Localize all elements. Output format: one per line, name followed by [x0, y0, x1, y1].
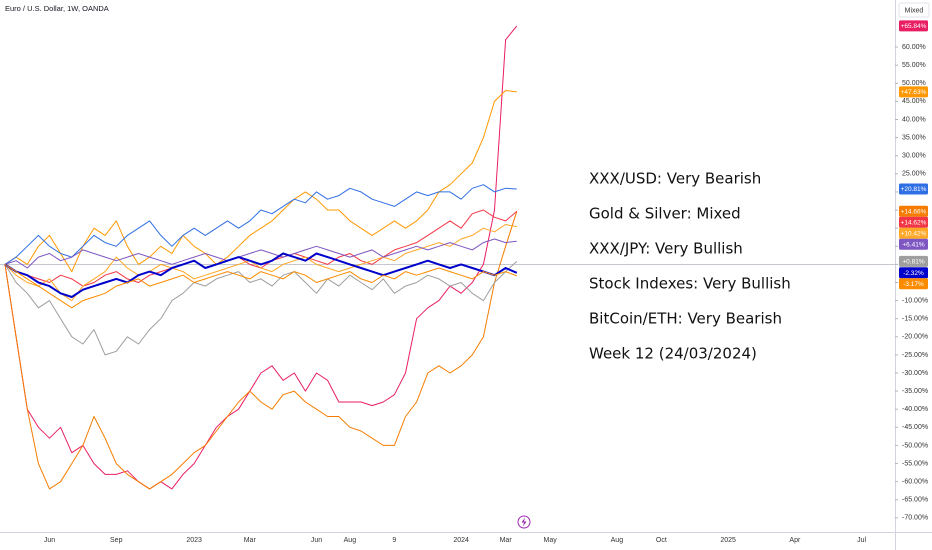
y-tick-label: 40.00% [902, 116, 926, 123]
x-tick-label: Jul [857, 537, 866, 544]
y-tick-label: -70.00% [902, 515, 928, 522]
x-tick-label: Jun [311, 537, 322, 544]
x-tick-label: 2024 [453, 537, 469, 544]
annotation: BitCoin/ETH: Very Bearish [589, 310, 782, 328]
series-line [4, 211, 518, 490]
series-line [4, 238, 517, 269]
last-value-box [899, 255, 928, 267]
last-value-box [899, 86, 928, 98]
y-tick-label: 45.00% [902, 98, 926, 105]
last-value-label: +20.81% [901, 186, 927, 193]
x-tick-label: Jun [44, 537, 55, 544]
y-tick-label: -10.00% [902, 297, 928, 304]
last-value-label: -2.32% [903, 270, 924, 277]
y-tick-label: 55.00% [902, 62, 926, 69]
annotation: XXX/JPY: Very Bullish [589, 240, 743, 258]
last-value-label: +14.66% [901, 208, 927, 215]
last-value-tag: +0.81% [899, 255, 928, 267]
x-tick-label: Sep [110, 537, 123, 544]
y-tick-label: -60.00% [902, 479, 928, 486]
y-tick-label: -20.00% [902, 334, 928, 341]
series-line [4, 224, 517, 302]
last-value-label: +6.41% [902, 241, 924, 248]
x-tick-label: 9 [392, 537, 396, 544]
lines [4, 25, 518, 490]
x-tick-label: Oct [656, 537, 667, 544]
last-value-label: +65.84% [901, 23, 927, 30]
series-line [4, 184, 517, 265]
y-tick-label: -50.00% [902, 442, 928, 449]
series-line [4, 252, 518, 298]
last-value-box [899, 267, 928, 279]
y-tick-label: 30.00% [902, 153, 926, 160]
last-value-label: +47.63% [901, 89, 927, 96]
last-value-tag: -3.17% [899, 278, 928, 290]
last-value-tag: +14.62% [899, 216, 928, 228]
y-tick-label: 25.00% [902, 171, 926, 178]
last-value-box [899, 227, 928, 239]
y-tick-label: -25.00% [902, 352, 928, 359]
x-tick-label: Mar [244, 537, 257, 544]
last-value-label: +14.62% [901, 219, 927, 226]
y-tick-label: -45.00% [902, 424, 928, 431]
y-tick-label: -55.00% [902, 460, 928, 467]
last-value-label: +0.81% [902, 259, 924, 266]
annotation: Stock Indexes: Very Bullish [589, 275, 791, 293]
x-tick-label: Mar [500, 537, 513, 544]
series-line [4, 25, 518, 490]
last-value-tag: +10.42% [899, 227, 928, 239]
y-tick-label: -15.00% [902, 316, 928, 323]
last-value-tag: +20.81% [899, 183, 928, 195]
annotation: Gold & Silver: Mixed [589, 205, 741, 223]
y-tick-label: -30.00% [902, 370, 928, 377]
lightning-icon[interactable] [517, 515, 531, 529]
last-value-box [899, 205, 928, 217]
y-tick-label: -65.00% [902, 497, 928, 504]
scale-mode[interactable]: Mixed [905, 7, 924, 14]
annotation: XXX/USD: Very Bearish [589, 170, 761, 188]
y-tick-label: 50.00% [902, 80, 926, 87]
last-value-box [899, 183, 928, 195]
scale-mode-box[interactable] [898, 2, 930, 18]
last-value-box [899, 20, 928, 32]
axis: 60.00% 55.00% 50.00% 45.00% 40.00% 35.00% 30.0… [44, 20, 928, 544]
y-tick-label: -40.00% [902, 406, 928, 413]
x-tick-label: May [544, 537, 558, 544]
annotation: Week 12 (24/03/2024) [589, 345, 757, 363]
series-line [4, 90, 517, 273]
last-value-tag: +65.84% [899, 20, 928, 32]
last-value-tag: +14.66% [899, 205, 928, 217]
chart-title: Euro / U.S. Dollar, 1W, OANDA [5, 4, 109, 13]
last-value-box [899, 238, 928, 250]
y-tick-label: 60.00% [902, 44, 926, 51]
series-line [4, 263, 517, 309]
last-value-label: -3.17% [903, 281, 924, 288]
last-value-tag: +6.41% [899, 238, 928, 250]
last-value-tag: -2.32% [899, 267, 928, 279]
series-line [4, 261, 518, 356]
x-tick-label: 2025 [720, 537, 736, 544]
x-tick-label: Aug [344, 537, 357, 544]
x-tick-label: 2023 [186, 537, 202, 544]
last-value-label: +10.42% [901, 230, 927, 237]
last-value-box [899, 216, 928, 228]
x-tick-label: Aug [611, 537, 624, 544]
y-tick-label: 35.00% [902, 134, 926, 141]
y-tick-label: -35.00% [902, 388, 928, 395]
last-value-tag: +47.63% [899, 86, 928, 98]
annotations: XXX/USD: Very Bearish Gold & Silver: Mixe… [589, 170, 791, 363]
x-tick-label: Apr [789, 537, 801, 544]
last-value-box [899, 278, 928, 290]
